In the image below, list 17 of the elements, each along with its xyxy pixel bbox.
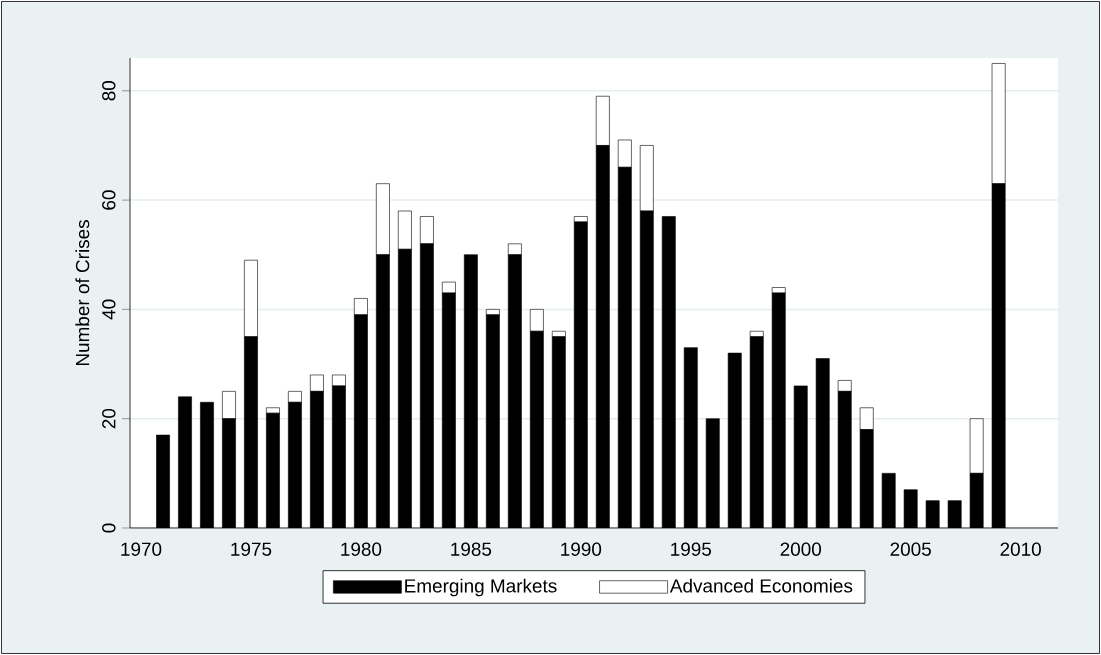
x-tick-label: 1985: [451, 542, 492, 556]
x-tick-label: 2005: [890, 542, 931, 556]
x-tick-label: 1990: [561, 542, 602, 556]
legend-label: Advanced Economies: [669, 578, 853, 593]
legend-label: Emerging Markets: [405, 578, 557, 597]
y-tick-label: 0: [102, 523, 116, 533]
y-axis-title: Number of Crises: [75, 220, 90, 366]
y-tick-label: 60: [102, 190, 116, 210]
x-tick-label: 2000: [780, 542, 822, 556]
x-tick-label: 2010: [1000, 542, 1041, 556]
x-tick-label: 1970: [121, 542, 162, 556]
y-tick-label: 80: [102, 81, 116, 101]
x-tick-label: 1995: [671, 542, 712, 556]
y-tick-label: 40: [102, 299, 116, 320]
x-tick-label: 1975: [231, 542, 272, 556]
y-tick-label: 20: [102, 408, 116, 429]
x-tick-label: 1980: [341, 542, 382, 556]
